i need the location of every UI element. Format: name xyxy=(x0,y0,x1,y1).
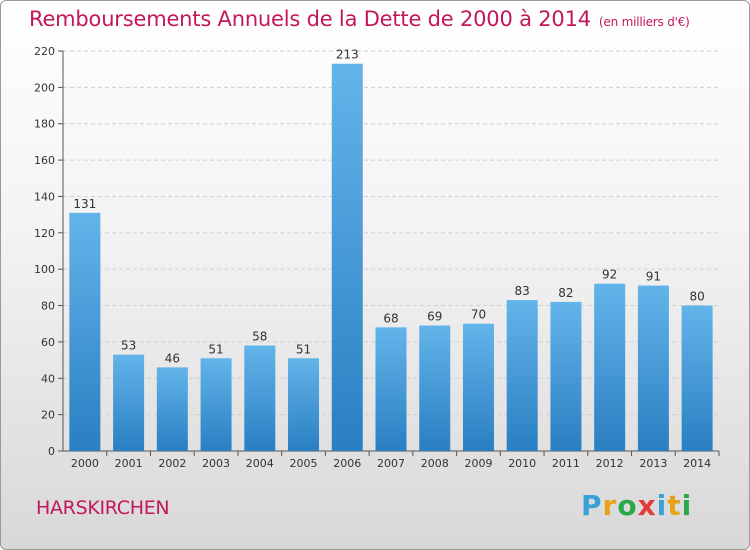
y-tick-label: 160 xyxy=(34,154,55,167)
y-tick-label: 60 xyxy=(41,336,55,349)
logo-letter: t xyxy=(667,489,682,522)
data-label: 131 xyxy=(73,197,96,211)
data-label: 51 xyxy=(208,342,223,356)
bar xyxy=(113,354,145,451)
x-tick-labels: 2000 2001 2002 2003 2004 2005 2006 2007 2008 2009… xyxy=(71,457,711,470)
y-tick-label: 100 xyxy=(34,263,55,276)
data-label: 58 xyxy=(252,330,267,344)
y-tick-label: 40 xyxy=(41,372,55,385)
logo-letter: r xyxy=(602,489,618,522)
y-tick-labels: 0 20 40 60 80 100 120 140 160 180 200 220 xyxy=(34,45,55,458)
x-tick-label: 2010 xyxy=(508,457,536,470)
y-tick-label: 120 xyxy=(34,227,55,240)
bar xyxy=(288,358,320,451)
proxiti-logo: Proxiti xyxy=(581,489,692,522)
data-label: 80 xyxy=(689,290,704,304)
data-label: 82 xyxy=(558,286,573,300)
x-tick-label: 2013 xyxy=(639,457,667,470)
location-label: HARSKIRCHEN xyxy=(36,497,170,519)
y-tick-label: 200 xyxy=(34,81,55,94)
bar xyxy=(594,283,626,451)
bar xyxy=(375,327,407,451)
data-label: 91 xyxy=(646,270,661,284)
x-tick-label: 2002 xyxy=(158,457,186,470)
logo-letter: i xyxy=(656,489,668,522)
data-label: 68 xyxy=(383,311,398,325)
bars xyxy=(69,63,713,452)
data-label: 83 xyxy=(515,284,530,298)
y-tick-label: 220 xyxy=(34,45,55,58)
bar xyxy=(331,63,363,452)
chart-unit: (en milliers d'€) xyxy=(598,15,690,29)
chart-title-text: Remboursements Annuels de la Dette de 20… xyxy=(29,7,591,31)
data-label: 53 xyxy=(121,339,136,353)
x-tick-label: 2014 xyxy=(683,457,711,470)
logo-letter: x xyxy=(637,489,657,522)
data-label: 51 xyxy=(296,342,311,356)
y-tick-label: 180 xyxy=(34,118,55,131)
bar xyxy=(244,345,276,451)
data-labels: 131 53 46 51 58 51 213 68 69 70 83 82 92 91 80 xyxy=(73,48,704,366)
bar xyxy=(462,323,494,451)
data-label: 213 xyxy=(336,48,359,62)
y-tick-label: 80 xyxy=(41,300,55,313)
y-tick-label: 140 xyxy=(34,190,55,203)
bar xyxy=(156,367,188,451)
y-tick-label: 20 xyxy=(41,409,55,422)
x-tick-label: 2007 xyxy=(377,457,405,470)
x-tick-label: 2008 xyxy=(421,457,449,470)
x-tick-label: 2001 xyxy=(115,457,143,470)
bar xyxy=(550,301,582,451)
logo-letter: i xyxy=(681,489,693,522)
bar xyxy=(506,300,538,451)
x-tick-label: 2003 xyxy=(202,457,230,470)
x-tick-label: 2000 xyxy=(71,457,99,470)
x-tick-label: 2012 xyxy=(596,457,624,470)
chart-title: Remboursements Annuels de la Dette de 20… xyxy=(29,7,690,31)
data-label: 69 xyxy=(427,310,442,324)
x-tick-label: 2006 xyxy=(333,457,361,470)
bar xyxy=(69,212,101,451)
x-tick-label: 2005 xyxy=(290,457,318,470)
y-tick-label: 0 xyxy=(48,445,55,458)
bar xyxy=(637,285,669,451)
bar xyxy=(200,358,232,451)
bar xyxy=(419,325,451,451)
x-tick-label: 2011 xyxy=(552,457,580,470)
logo-letter: o xyxy=(617,489,638,522)
data-label: 70 xyxy=(471,308,486,322)
bar xyxy=(681,305,713,451)
logo-letter: P xyxy=(581,489,603,522)
x-tick-label: 2009 xyxy=(464,457,492,470)
data-label: 46 xyxy=(165,351,180,365)
x-tick-label: 2004 xyxy=(246,457,274,470)
data-label: 92 xyxy=(602,268,617,282)
